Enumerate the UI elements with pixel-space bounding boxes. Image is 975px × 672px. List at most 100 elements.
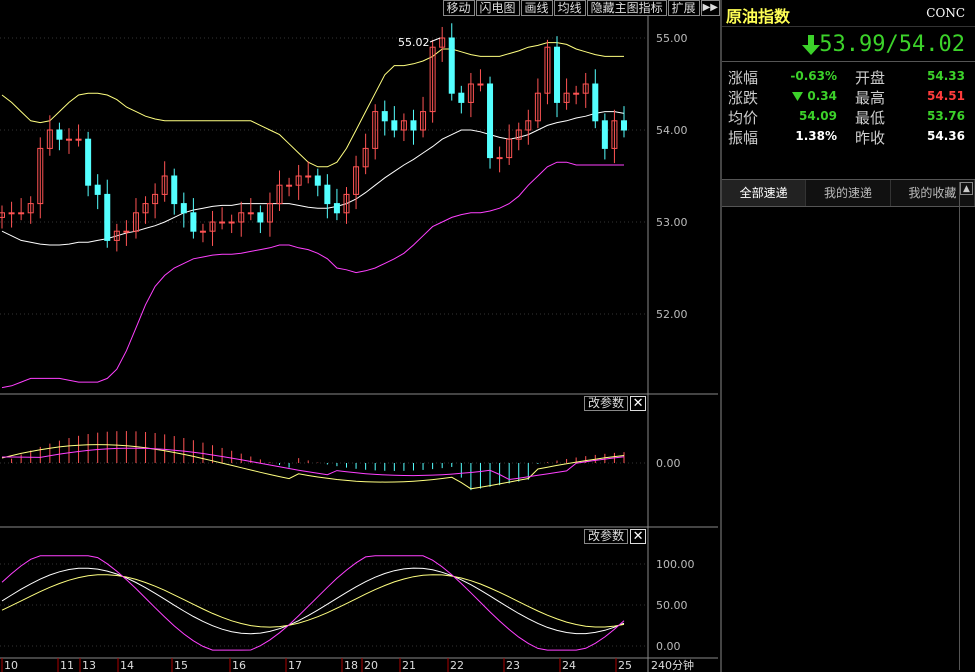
- candle-body: [94, 184, 101, 195]
- draw-line-button[interactable]: 画线: [520, 0, 553, 16]
- candle-body: [611, 120, 618, 149]
- kdj-k-line: [1, 567, 625, 635]
- stat-value: 54.51: [927, 89, 965, 103]
- candle-body: [496, 157, 503, 160]
- boll-line: [1, 42, 624, 168]
- macd-close-icon[interactable]: ✕: [630, 396, 647, 411]
- y-label: 55.00: [656, 32, 688, 45]
- candle-body: [56, 129, 63, 140]
- candle-body: [199, 230, 206, 233]
- x-label: 14: [120, 659, 134, 672]
- kdj-label-100: 100.00: [656, 558, 695, 571]
- candle-body: [171, 175, 178, 205]
- candle-body: [286, 184, 293, 187]
- boll-line: [1, 161, 624, 389]
- high-marker: 55.02: [398, 36, 441, 49]
- macd-change-param-button[interactable]: 改参数: [584, 396, 629, 411]
- candle-body: [410, 120, 417, 131]
- extend-button[interactable]: 扩展: [667, 0, 700, 16]
- candle-body: [563, 92, 570, 103]
- x-label: 17: [288, 659, 302, 672]
- candle-body: [429, 46, 436, 113]
- candle-body: [372, 111, 379, 149]
- macd-zero-label: 0.00: [656, 457, 681, 470]
- boll-line: [1, 111, 625, 246]
- candle-body: [37, 147, 44, 205]
- candle-body: [65, 138, 72, 141]
- x-label: 23: [506, 659, 520, 672]
- news-scrollbar[interactable]: ▲: [959, 182, 973, 670]
- candle-body: [142, 203, 149, 214]
- candle-body: [477, 83, 484, 86]
- candle-body: [381, 111, 388, 122]
- stat-row: 涨跌 0.34 最高 54.51: [722, 86, 975, 107]
- candle-body: [573, 92, 580, 95]
- candle-body: [46, 129, 53, 149]
- candle-body: [161, 175, 168, 195]
- x-label: 22: [450, 659, 464, 672]
- scroll-up-icon[interactable]: ▲: [960, 182, 973, 195]
- more-arrow-icon[interactable]: ▶▶: [700, 0, 720, 16]
- candle-body: [554, 46, 561, 103]
- x-label: 10: [4, 659, 18, 672]
- stat-label: 涨跌: [728, 89, 759, 107]
- moving-average-button[interactable]: 均线: [553, 0, 586, 16]
- candle-body: [27, 203, 34, 214]
- stat-value: 1.38%: [795, 129, 837, 143]
- candle-body: [621, 120, 627, 131]
- y-label: 53.00: [656, 216, 688, 229]
- x-label: 16: [232, 659, 246, 672]
- candle-body: [75, 138, 82, 141]
- candle-body: [152, 193, 159, 205]
- instrument-code: CONC: [926, 6, 965, 20]
- stat-label: 最低: [855, 109, 886, 127]
- x-label: 21: [402, 659, 416, 672]
- kdj-j-line: [1, 555, 625, 651]
- candle-body: [582, 83, 589, 94]
- candle-body: [305, 175, 312, 178]
- macd-indicator: [0, 431, 648, 491]
- candle-body: [333, 203, 340, 214]
- kdj-label-0: 0.00: [656, 640, 681, 653]
- candle-body: [266, 203, 273, 223]
- stat-label: 最高: [855, 89, 886, 107]
- candle-body: [132, 212, 139, 232]
- news-tabs: 全部速递 我的速递 我的收藏: [722, 180, 975, 207]
- period-label: 240分钟: [651, 658, 694, 672]
- candlesticks: [0, 23, 627, 252]
- kdj-indicator: [0, 555, 648, 651]
- candle-body: [343, 193, 350, 214]
- high-marker-label: 55.02: [398, 36, 430, 49]
- price-row: 53.99/54.02: [722, 27, 975, 62]
- stat-row: 涨幅 -0.63% 开盘 54.33: [722, 66, 975, 87]
- candle-body: [324, 184, 331, 205]
- candle-body: [113, 230, 120, 241]
- macd-dif-line: [1, 444, 625, 490]
- candle-body: [257, 212, 264, 223]
- down-triangle-icon: [792, 92, 803, 101]
- flash-chart-button[interactable]: 闪电图: [475, 0, 520, 16]
- candle-body: [458, 92, 465, 103]
- candle-body: [525, 120, 532, 131]
- hide-main-indicator-button[interactable]: 隐藏主图指标: [586, 0, 667, 16]
- candle-body: [487, 83, 494, 159]
- chart-toolbar: 移动 闪电图 画线 均线 隐藏主图指标 扩展 ▶▶: [442, 0, 720, 16]
- stat-label: 均价: [728, 109, 759, 127]
- stat-value: 0.34: [807, 89, 837, 103]
- chart-canvas[interactable]: 55.00 54.00 53.00 52.00 55.02 0.00 100.0…: [0, 0, 720, 672]
- tab-all-news[interactable]: 全部速递: [722, 180, 807, 206]
- candle-body: [276, 184, 283, 205]
- stat-value: -0.63%: [790, 69, 837, 83]
- stat-row: 均价 54.09 最低 53.76: [722, 106, 975, 127]
- tab-my-news[interactable]: 我的速递: [806, 180, 891, 206]
- candle-body: [353, 166, 360, 195]
- candle-body: [506, 138, 513, 159]
- move-button[interactable]: 移动: [442, 0, 475, 16]
- stat-value: 54.36: [927, 129, 965, 143]
- down-arrow-icon: [802, 35, 820, 55]
- candle-body: [295, 175, 302, 186]
- kdj-change-param-button[interactable]: 改参数: [584, 529, 629, 544]
- kdj-close-icon[interactable]: ✕: [630, 529, 647, 544]
- stat-row: 振幅 1.38% 昨收 54.36: [722, 126, 975, 147]
- candle-body: [190, 212, 197, 232]
